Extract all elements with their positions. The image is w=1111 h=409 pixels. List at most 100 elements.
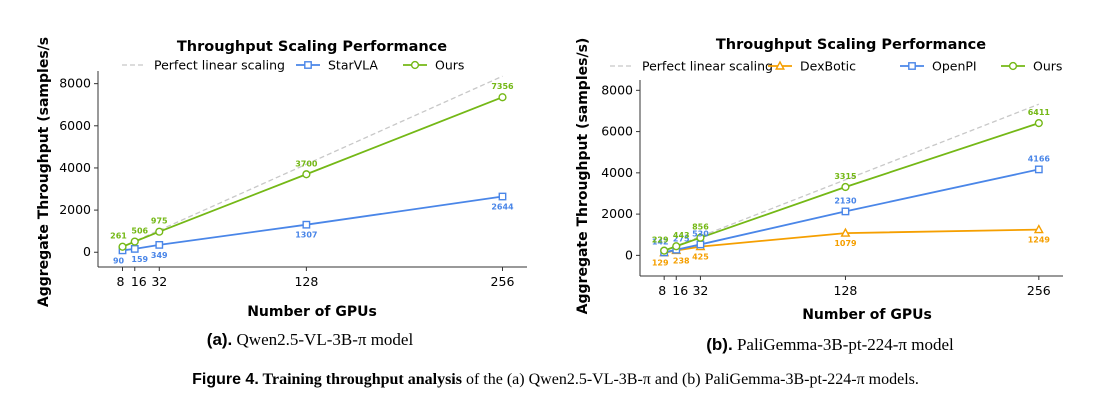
openpi-data-label: 275 [673,235,690,244]
openpi-point [696,240,705,249]
legend-label-starvla: StarVLA [328,58,378,73]
starvla-point [302,220,311,229]
dexbotic-data-label: 425 [692,253,709,262]
starvla-data-label: 90 [113,256,125,265]
ours-data-label: 229 [652,236,669,245]
y-axis-label: Aggregate Throughput (samples/s [36,37,52,307]
x-tick-label: 256 [1027,283,1051,298]
ours-data-label: 3315 [834,172,857,181]
legend-label-dexbotic: DexBotic [800,59,856,74]
legend-marker-ours [1008,61,1018,71]
ours-data-label: 7356 [491,82,514,91]
ours-point [660,246,669,255]
ours-data-label: 3700 [295,159,318,168]
openpi-data-label: 4166 [1028,154,1051,163]
ours-point [696,233,705,242]
y-tick-label: 8000 [59,76,91,91]
axes [639,80,1063,277]
ours-point [841,182,850,192]
openpi-point [1034,165,1043,174]
legend: Perfect linear scaling StarVLA Ours [122,58,464,73]
axes [97,71,527,268]
y-tick-label: 2000 [59,202,91,217]
dexbotic-data-label: 1249 [1028,236,1051,245]
data-marks [659,118,1044,257]
openpi-data-label: 2130 [834,196,857,205]
ours-data-label: 443 [673,231,690,240]
chart-a: Throughput Scaling Performance Perfect l… [36,37,527,320]
figure-label: Figure 4. [192,371,259,388]
subcaption-tag: (b). [706,335,733,354]
legend-marker-ours [410,60,420,70]
ours-data-label: 261 [110,232,127,241]
ours-point [498,93,507,102]
ticks: 0 2000 4000 6000 8000 8 16 32 128 256 [59,76,514,289]
x-tick-label: 16 [672,283,688,298]
starvla-point [130,244,139,253]
x-axis-label: Number of GPUs [802,307,932,323]
dexbotic-point [1033,224,1044,234]
subcaption-tag: (a). [206,330,233,349]
x-tick-label: 128 [834,283,858,298]
subcaption-text: Qwen2.5-VL-3B-π model [232,330,414,349]
x-axis-label: Number of GPUs [247,304,377,320]
data-marks [118,93,507,255]
legend-label-perfect-linear-scaling: Perfect linear scaling [642,59,773,74]
ours-point [155,227,164,236]
openpi-data-label: 530 [692,229,709,238]
x-tick-label: 16 [131,274,147,289]
subcaption-text: PaliGemma-3B-pt-224-π model [732,335,954,354]
figure-caption-bold: Training throughput analysis [258,371,462,388]
legend-marker-dexbotic [775,60,785,70]
legend-label-perfect-linear-scaling: Perfect linear scaling [154,58,285,73]
legend-marker-openpi [908,62,916,70]
x-tick-label: 8 [658,283,666,298]
y-tick-label: 6000 [601,124,633,139]
ours-point [302,170,311,179]
legend: Perfect linear scaling DexBotic OpenPI Ours [610,59,1062,74]
y-tick-label: 8000 [601,82,633,97]
openpi-point [841,207,850,216]
x-tick-label: 32 [692,283,708,298]
chart-title: Throughput Scaling Performance [716,37,986,53]
dexbotic-data-label: 238 [673,256,690,265]
y-tick-label: 2000 [601,206,633,221]
ours-data-label: 506 [131,227,148,236]
x-tick-label: 8 [117,274,125,289]
ours-point [1034,118,1043,128]
y-tick-label: 0 [83,244,91,259]
ours-point [130,237,139,246]
ours-data-label: 6411 [1028,108,1051,117]
subcaption-a: (a). Qwen2.5-VL-3B-π model [100,330,520,350]
subcaption-b: (b). PaliGemma-3B-pt-224-π model [620,335,1040,355]
dexbotic-data-label: 1079 [834,239,857,248]
openpi-data-label: 142 [652,237,669,246]
y-tick-label: 0 [625,247,633,262]
ticks: 0 2000 4000 6000 8000 8 16 32 128 256 [601,82,1051,298]
starvla-data-label: 2644 [491,203,514,212]
figure-caption-rest: of the (a) Qwen2.5-VL-3B-π and (b) PaliG… [461,371,919,388]
starvla-data-label: 1307 [295,231,317,240]
starvla-data-label: 159 [131,255,148,264]
x-tick-label: 128 [294,274,318,289]
ours-data-label: 975 [151,217,168,226]
starvla-data-label: 349 [151,251,168,260]
x-tick-label: 256 [491,274,515,289]
starvla-point [155,240,164,249]
chart-b: Throughput Scaling Performance Perfect l… [575,37,1063,323]
legend-label-ours: Ours [435,58,464,73]
dexbotic-data-label: 129 [652,259,669,268]
y-tick-label: 6000 [59,118,91,133]
legend-label-ours: Ours [1033,59,1062,74]
y-tick-label: 4000 [59,160,91,175]
y-axis-label: Aggregate Throughput (samples/s) [575,38,591,315]
figure-caption: Figure 4. Training throughput analysis o… [0,371,1111,389]
legend-marker-starvla [304,61,312,69]
chart-title: Throughput Scaling Performance [177,39,447,55]
dexbotic-point [840,227,851,237]
ours-point [118,242,127,251]
y-tick-label: 4000 [601,165,633,180]
starvla-point [498,192,507,201]
